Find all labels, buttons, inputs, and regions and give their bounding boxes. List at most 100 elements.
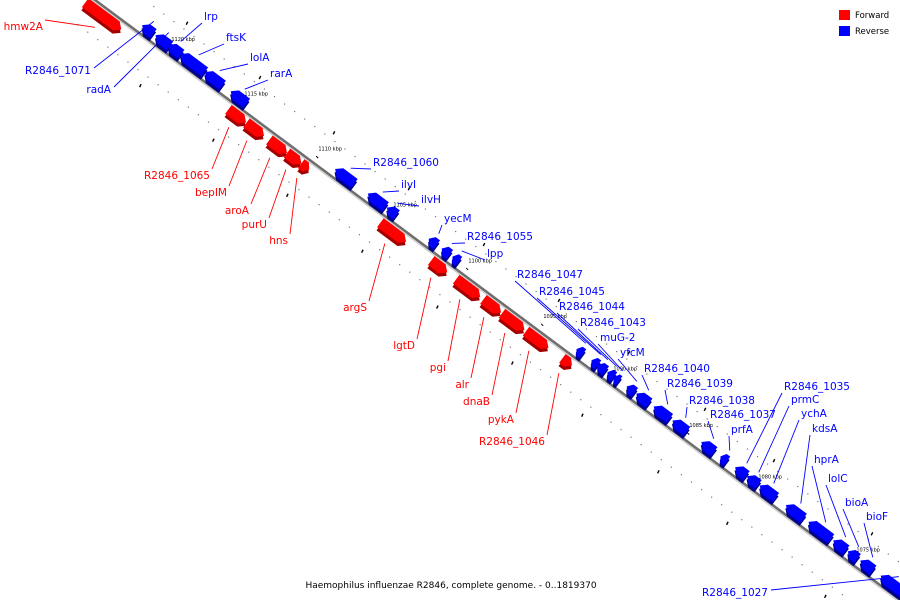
gene-yfcm [626, 384, 639, 401]
label-hpra: hprA [814, 454, 840, 466]
kbp-tick-label: 1085 kbp [689, 423, 713, 429]
minor-tick-dot [404, 193, 406, 195]
pointer-r2846-1065 [211, 127, 230, 170]
minor-tick-dot [676, 395, 678, 398]
gene-arrow-body [672, 419, 691, 436]
kbp-tick-label: 1080 kbp [758, 474, 782, 480]
kbp-tick-label: 1095 kbp [543, 314, 567, 320]
label-r2846-1037: R2846_1037 [710, 409, 776, 421]
legend-forward-swatch [839, 10, 850, 20]
gene-arrow-body [480, 295, 502, 314]
minor-tick-dot [475, 245, 477, 248]
gene-bepim [242, 118, 265, 141]
minor-tick-dot [690, 481, 693, 483]
minor-tick-dot [535, 290, 537, 293]
minor-tick-dot [203, 43, 205, 45]
minor-tick-dot [696, 410, 698, 413]
label-ilvi: ilvI [401, 179, 416, 191]
pointer-aroa [250, 157, 271, 205]
gene-arrow-body [283, 148, 302, 165]
minor-tick-dot [550, 376, 552, 378]
minor-tick-dot [666, 388, 668, 390]
kbp-dash [580, 413, 584, 417]
minor-tick-dot [107, 46, 109, 48]
label-r2846-1043: R2846_1043 [580, 317, 646, 329]
pointer-lrp [180, 22, 203, 42]
gene-r2846-1039 [653, 405, 674, 427]
pointer-dnab [491, 332, 506, 396]
gene-pyka [522, 326, 549, 353]
minor-tick-dot [324, 133, 326, 135]
gene-arrow-body [860, 559, 877, 575]
minor-tick-dot [374, 170, 376, 173]
minor-tick-dot [368, 241, 371, 243]
gene-arrow-body [808, 521, 835, 544]
minor-tick-dot [187, 106, 189, 108]
kbp-dash [725, 521, 729, 526]
gene-ilvi [367, 192, 389, 215]
label-r2846-1045: R2846_1045 [539, 286, 605, 298]
gene-arrow-body [847, 550, 861, 563]
gene-arrow-body [522, 326, 549, 349]
label-lgtd: lgtD [393, 340, 415, 352]
minor-tick-dot [157, 84, 159, 86]
pointer-pgi [447, 299, 461, 362]
legend-forward-label: Forward [855, 11, 889, 21]
label-lolc: lolC [828, 473, 848, 485]
minor-tick-dot [616, 350, 618, 353]
pointer-r2846-1043 [577, 328, 618, 367]
minor-tick-dot [419, 279, 421, 281]
minor-tick-dot [318, 204, 320, 206]
gene-r2846-1044 [597, 363, 610, 379]
minor-tick-dot [298, 189, 300, 191]
minor-tick-dot [173, 20, 175, 23]
gene-prmc [746, 475, 762, 493]
minor-tick-dot [585, 328, 588, 330]
minor-tick-dot [650, 451, 652, 453]
label-rara: rarA [270, 68, 293, 80]
kbp-tick-label: 1110 kbp [318, 147, 342, 153]
gene-yecm [428, 237, 441, 253]
gene-biof [859, 559, 877, 578]
minor-tick-dot [630, 436, 632, 438]
label-prmc: prmC [791, 394, 819, 406]
gene-ftsk [180, 53, 209, 80]
minor-tick-dot [459, 309, 461, 311]
minor-tick-dot [656, 380, 658, 383]
label-pointers [44, 19, 899, 591]
minor-tick-dot [253, 80, 256, 83]
minor-tick-dot [716, 425, 718, 428]
minor-tick-dot [294, 110, 296, 113]
kbp-dash [435, 305, 439, 309]
label-prfa: prfA [731, 424, 754, 436]
label-hns: hns [269, 235, 288, 247]
minor-tick-dot [626, 358, 628, 360]
label-r2846-1071: R2846_1071 [25, 65, 91, 77]
minor-tick-dot [207, 121, 210, 123]
gene-r2846-1046 [558, 353, 573, 371]
gene-r2846-1035 [734, 466, 750, 484]
gene-arrow-body [759, 484, 780, 502]
pointer-args [368, 243, 386, 302]
kbp-dash [870, 531, 874, 536]
gene-alr [479, 295, 502, 317]
pointer-yecm [438, 224, 443, 234]
kbp-dash [703, 407, 707, 412]
gene-ilvh [386, 206, 400, 223]
minor-tick-dot [258, 159, 260, 161]
gene-arrow-body [230, 90, 251, 108]
kbp-tick-label: 1100 kbp [468, 258, 492, 264]
minor-tick-dot [499, 339, 501, 341]
label-r2846-1038: R2846_1038 [689, 395, 755, 407]
minor-tick-dot [781, 549, 783, 551]
minor-tick-dot [736, 440, 739, 443]
minor-tick-dot [389, 256, 391, 258]
gene-arrow-body [428, 237, 441, 250]
minor-tick-dot [811, 571, 813, 573]
label-r2846-1027: R2846_1027 [702, 587, 768, 599]
kbp-dash [211, 138, 215, 142]
gene-arrow-body [386, 206, 400, 220]
minor-tick-dot [877, 545, 879, 548]
minor-tick-dot [610, 421, 612, 423]
